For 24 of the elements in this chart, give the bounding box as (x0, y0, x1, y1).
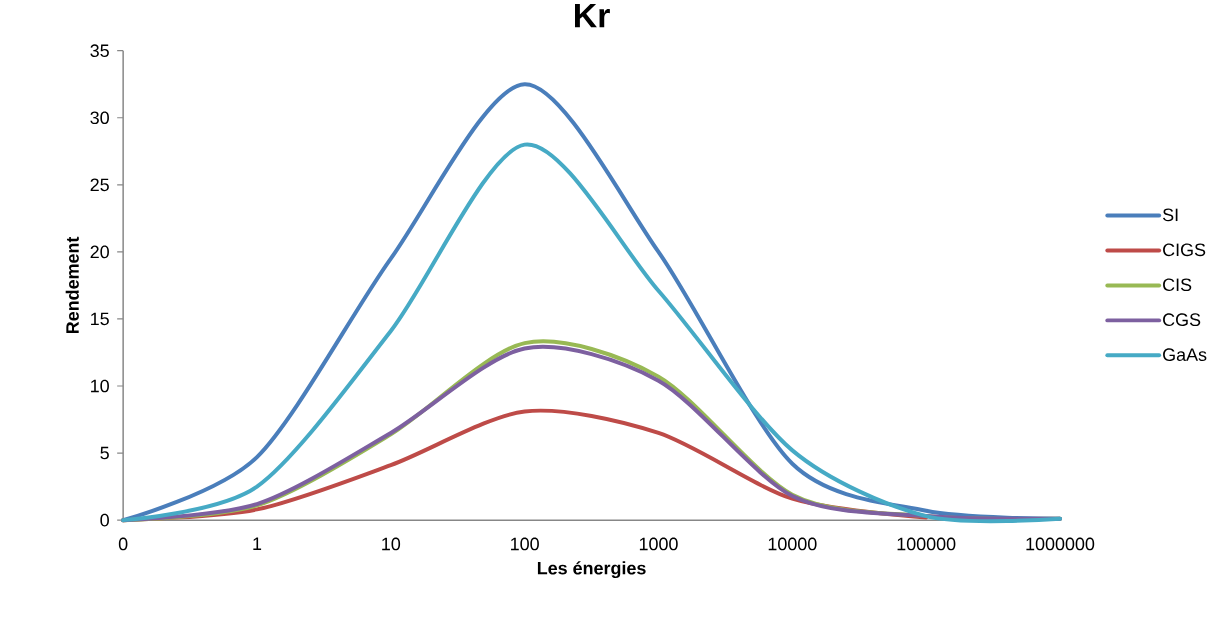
x-tick-label: 0 (118, 537, 128, 551)
y-tick-label: 10 (91, 379, 109, 393)
x-tick-label: 10000 (768, 537, 817, 551)
chart-title: Kr (575, 4, 610, 28)
legend-label: CGS (1163, 313, 1201, 327)
y-tick-label: 0 (100, 513, 109, 527)
x-tick-label: 1000000 (1026, 537, 1095, 551)
x-axis-title: Les énergies (537, 561, 646, 579)
x-tick-label: 1 (253, 537, 262, 551)
legend-label: SI (1162, 208, 1178, 222)
y-tick-label: 35 (90, 44, 109, 58)
x-tick-label: 100 (511, 537, 539, 551)
legend-label: CIGS (1163, 243, 1206, 257)
y-tick-label: 20 (90, 245, 109, 259)
y-tick-label: 5 (100, 446, 109, 460)
y-tick-label: 15 (91, 312, 109, 326)
x-tick-label: 1000 (639, 537, 678, 551)
legend-label: CIS (1163, 278, 1192, 292)
legend-label: GaAs (1163, 348, 1207, 362)
x-tick-label: 100000 (897, 537, 956, 551)
y-axis-title: Rendement (65, 236, 79, 334)
x-tick-label: 10 (382, 537, 401, 551)
y-tick-label: 30 (90, 111, 109, 125)
y-tick-label: 25 (90, 178, 109, 192)
